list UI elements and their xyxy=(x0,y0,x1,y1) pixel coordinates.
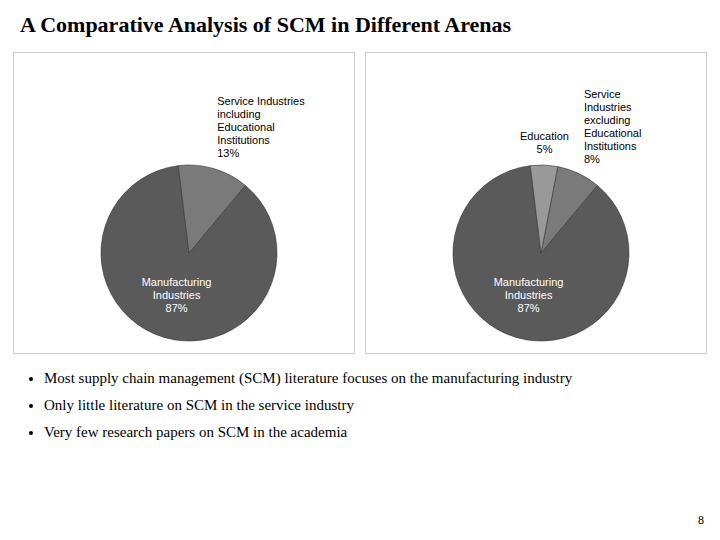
svg-text:ManufacturingIndustries87%: ManufacturingIndustries87% xyxy=(142,276,212,314)
html-text:Most supply chain management (: Most supply chain management (SCM) liter… xyxy=(44,370,573,386)
svg-text:ManufacturingIndustries87%: ManufacturingIndustries87% xyxy=(494,276,564,314)
html-text:A Comparative Analysis of SCM: A Comparative Analysis of SCM in Differe… xyxy=(20,12,512,37)
html-text:Only little literature on SCM: Only little literature on SCM in the ser… xyxy=(44,397,354,413)
svg-text:Service IndustriesincludingEdu: Service IndustriesincludingEducationalIn… xyxy=(217,95,305,159)
html-text:8: 8 xyxy=(698,513,704,527)
html-text:Very few research papers on SC: Very few research papers on SCM in the a… xyxy=(44,424,348,440)
svg-text:ServiceIndustriesexcludingEduc: ServiceIndustriesexcludingEducationalIns… xyxy=(584,88,642,165)
svg-text:Education5%: Education5% xyxy=(520,130,569,155)
